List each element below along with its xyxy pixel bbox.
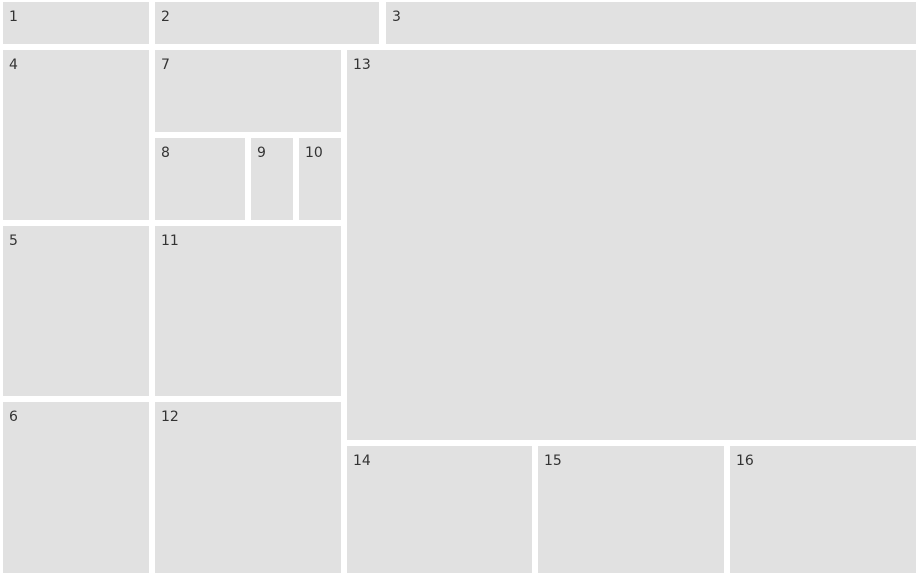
tile-label: 15 — [544, 453, 562, 469]
tile-3[interactable]: 3 — [386, 2, 916, 44]
tile-label: 13 — [353, 57, 371, 73]
tile-label: 11 — [161, 233, 179, 249]
tile-label: 9 — [257, 145, 266, 161]
tile-label: 1 — [9, 9, 18, 25]
tile-label: 6 — [9, 409, 18, 425]
tile-label: 12 — [161, 409, 179, 425]
tile-6[interactable]: 6 — [3, 402, 149, 573]
tile-label: 14 — [353, 453, 371, 469]
tile-label: 3 — [392, 9, 401, 25]
tile-label: 8 — [161, 145, 170, 161]
tile-label: 5 — [9, 233, 18, 249]
tile-5[interactable]: 5 — [3, 226, 149, 396]
tile-1[interactable]: 1 — [3, 2, 149, 44]
tile-label: 4 — [9, 57, 18, 73]
tile-7[interactable]: 7 — [155, 50, 341, 132]
tile-16[interactable]: 16 — [730, 446, 916, 573]
tile-9[interactable]: 9 — [251, 138, 293, 220]
tile-2[interactable]: 2 — [155, 2, 379, 44]
tile-14[interactable]: 14 — [347, 446, 532, 573]
tile-13[interactable]: 13 — [347, 50, 916, 440]
tile-label: 16 — [736, 453, 754, 469]
tile-12[interactable]: 12 — [155, 402, 341, 573]
tile-label: 10 — [305, 145, 323, 161]
tile-15[interactable]: 15 — [538, 446, 724, 573]
tile-label: 2 — [161, 9, 170, 25]
tile-label: 7 — [161, 57, 170, 73]
tile-4[interactable]: 4 — [3, 50, 149, 220]
tile-8[interactable]: 8 — [155, 138, 245, 220]
tile-11[interactable]: 11 — [155, 226, 341, 396]
tile-10[interactable]: 10 — [299, 138, 341, 220]
